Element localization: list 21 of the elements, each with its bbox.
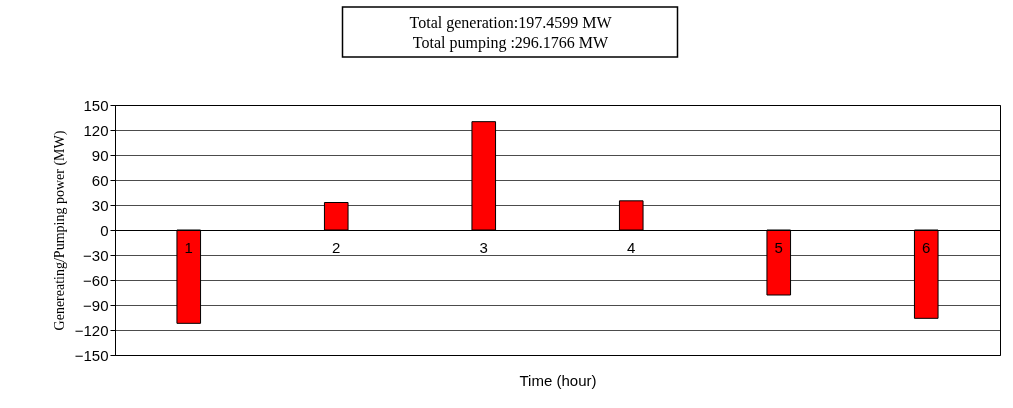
x-tick-label: 1: [184, 238, 193, 256]
text: Total generation:197.4599 MW: [409, 14, 613, 32]
y-tick-label: 60: [91, 171, 109, 189]
x-tick-label: 3: [479, 238, 488, 256]
y-tick-label: 150: [83, 96, 109, 114]
y-axis-title: Genereating/Pumping power (MW): [51, 130, 68, 331]
x-axis-title: Time (hour): [519, 371, 597, 389]
y-tick-label: −30: [83, 246, 109, 264]
x-tick-label: 4: [627, 238, 636, 256]
y-tick-label: 90: [91, 146, 109, 164]
y-tick-label: 120: [83, 121, 109, 139]
y-tick-label: −150: [74, 346, 109, 364]
y-tick-label: 30: [91, 196, 109, 214]
y-tick-label: 0: [100, 221, 109, 239]
y-tick-label: −90: [83, 296, 109, 314]
x-tick-label: 6: [922, 238, 931, 256]
x-tick-label: 2: [332, 238, 341, 256]
text: Total pumping :296.1766 MW: [412, 34, 610, 52]
x-tick-label: 5: [774, 238, 783, 256]
y-tick-label: −120: [74, 321, 109, 339]
y-tick-label: −60: [83, 271, 109, 289]
